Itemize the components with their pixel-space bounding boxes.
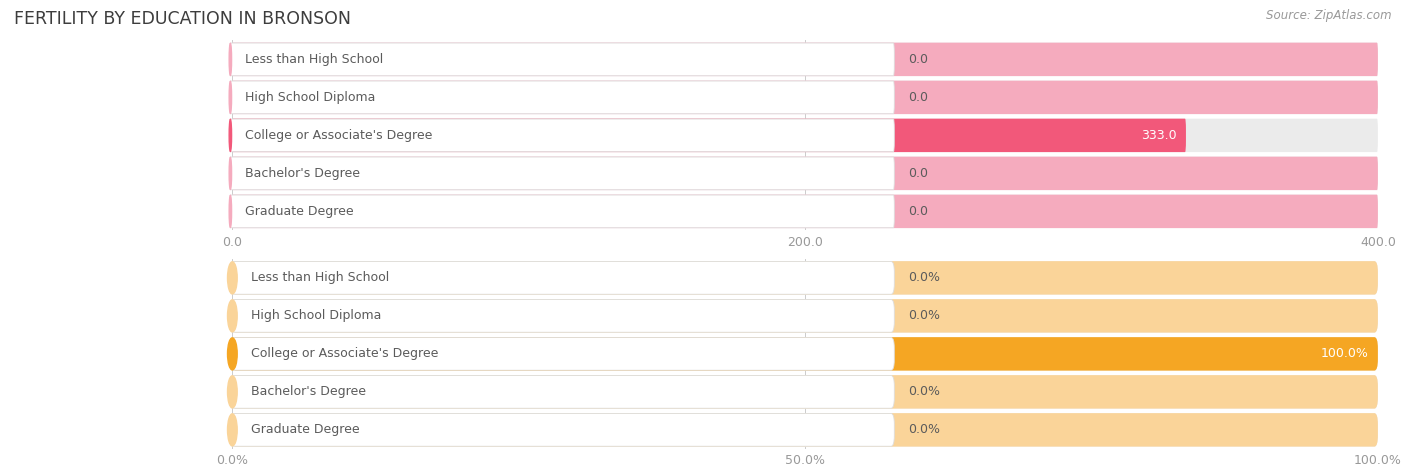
Text: Bachelor's Degree: Bachelor's Degree [250, 385, 366, 399]
FancyBboxPatch shape [229, 195, 894, 228]
FancyBboxPatch shape [232, 119, 1378, 152]
FancyBboxPatch shape [232, 413, 1378, 446]
Text: 0.0%: 0.0% [908, 423, 941, 437]
FancyBboxPatch shape [232, 375, 1378, 408]
Text: 0.0: 0.0 [908, 167, 928, 180]
FancyBboxPatch shape [232, 195, 1378, 228]
Text: 100.0%: 100.0% [1320, 347, 1368, 361]
Text: College or Associate's Degree: College or Associate's Degree [250, 347, 439, 361]
Text: College or Associate's Degree: College or Associate's Degree [245, 129, 433, 142]
FancyBboxPatch shape [232, 195, 1378, 228]
FancyBboxPatch shape [229, 262, 894, 294]
FancyBboxPatch shape [232, 261, 1378, 294]
Circle shape [228, 414, 238, 446]
Circle shape [229, 119, 232, 152]
Text: Less than High School: Less than High School [250, 271, 389, 285]
FancyBboxPatch shape [229, 81, 894, 114]
FancyBboxPatch shape [232, 157, 1378, 190]
FancyBboxPatch shape [232, 157, 1378, 190]
FancyBboxPatch shape [232, 261, 1378, 294]
FancyBboxPatch shape [232, 337, 1378, 370]
Text: Source: ZipAtlas.com: Source: ZipAtlas.com [1267, 10, 1392, 22]
Circle shape [229, 195, 232, 228]
FancyBboxPatch shape [232, 413, 1378, 446]
FancyBboxPatch shape [232, 43, 1378, 76]
FancyBboxPatch shape [229, 376, 894, 408]
Text: 0.0: 0.0 [908, 205, 928, 218]
FancyBboxPatch shape [232, 299, 1378, 332]
FancyBboxPatch shape [232, 299, 1378, 332]
FancyBboxPatch shape [229, 43, 894, 76]
FancyBboxPatch shape [229, 414, 894, 446]
Circle shape [229, 157, 232, 190]
FancyBboxPatch shape [229, 119, 894, 152]
Circle shape [228, 376, 238, 408]
Text: 0.0%: 0.0% [908, 271, 941, 285]
Circle shape [229, 81, 232, 114]
Circle shape [228, 262, 238, 294]
Text: FERTILITY BY EDUCATION IN BRONSON: FERTILITY BY EDUCATION IN BRONSON [14, 10, 352, 28]
Circle shape [228, 300, 238, 332]
FancyBboxPatch shape [229, 338, 894, 370]
FancyBboxPatch shape [229, 300, 894, 332]
Text: 0.0: 0.0 [908, 53, 928, 66]
Text: 0.0%: 0.0% [908, 309, 941, 323]
Text: Graduate Degree: Graduate Degree [250, 423, 360, 437]
Circle shape [229, 43, 232, 76]
FancyBboxPatch shape [232, 43, 1378, 76]
Text: 0.0%: 0.0% [908, 385, 941, 399]
Text: 333.0: 333.0 [1142, 129, 1177, 142]
Text: High School Diploma: High School Diploma [250, 309, 381, 323]
Circle shape [228, 338, 238, 370]
FancyBboxPatch shape [232, 81, 1378, 114]
Text: Graduate Degree: Graduate Degree [245, 205, 354, 218]
Text: Less than High School: Less than High School [245, 53, 384, 66]
FancyBboxPatch shape [229, 157, 894, 190]
FancyBboxPatch shape [232, 119, 1185, 152]
Text: 0.0: 0.0 [908, 91, 928, 104]
FancyBboxPatch shape [232, 337, 1378, 370]
FancyBboxPatch shape [232, 81, 1378, 114]
Text: High School Diploma: High School Diploma [245, 91, 375, 104]
Text: Bachelor's Degree: Bachelor's Degree [245, 167, 360, 180]
FancyBboxPatch shape [232, 375, 1378, 408]
